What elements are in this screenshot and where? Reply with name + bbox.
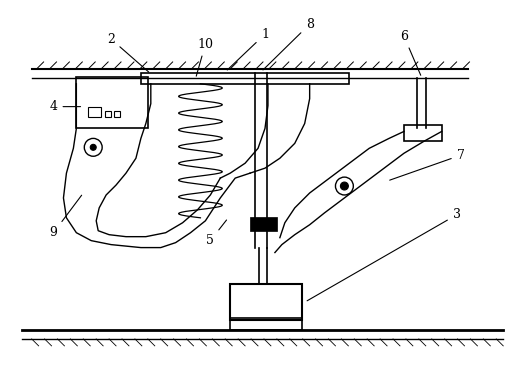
Text: 7: 7	[390, 149, 464, 180]
Text: 5: 5	[206, 220, 226, 247]
Text: 2: 2	[107, 33, 149, 72]
Text: 10: 10	[196, 38, 213, 76]
Text: 6: 6	[400, 29, 421, 75]
Bar	[77, 77, 148, 128]
Text: 1: 1	[227, 28, 269, 70]
Circle shape	[90, 144, 96, 150]
Bar	[88, 106, 101, 116]
Bar	[141, 73, 350, 84]
Circle shape	[341, 182, 348, 190]
Bar	[230, 284, 302, 320]
Text: 9: 9	[50, 195, 82, 239]
Bar	[105, 111, 111, 116]
Text: 4: 4	[50, 100, 81, 113]
Bar	[114, 111, 120, 116]
Bar	[230, 318, 302, 330]
Text: 8: 8	[263, 18, 314, 70]
Text: 3: 3	[307, 208, 461, 301]
Bar	[404, 126, 442, 141]
Bar	[250, 217, 277, 231]
